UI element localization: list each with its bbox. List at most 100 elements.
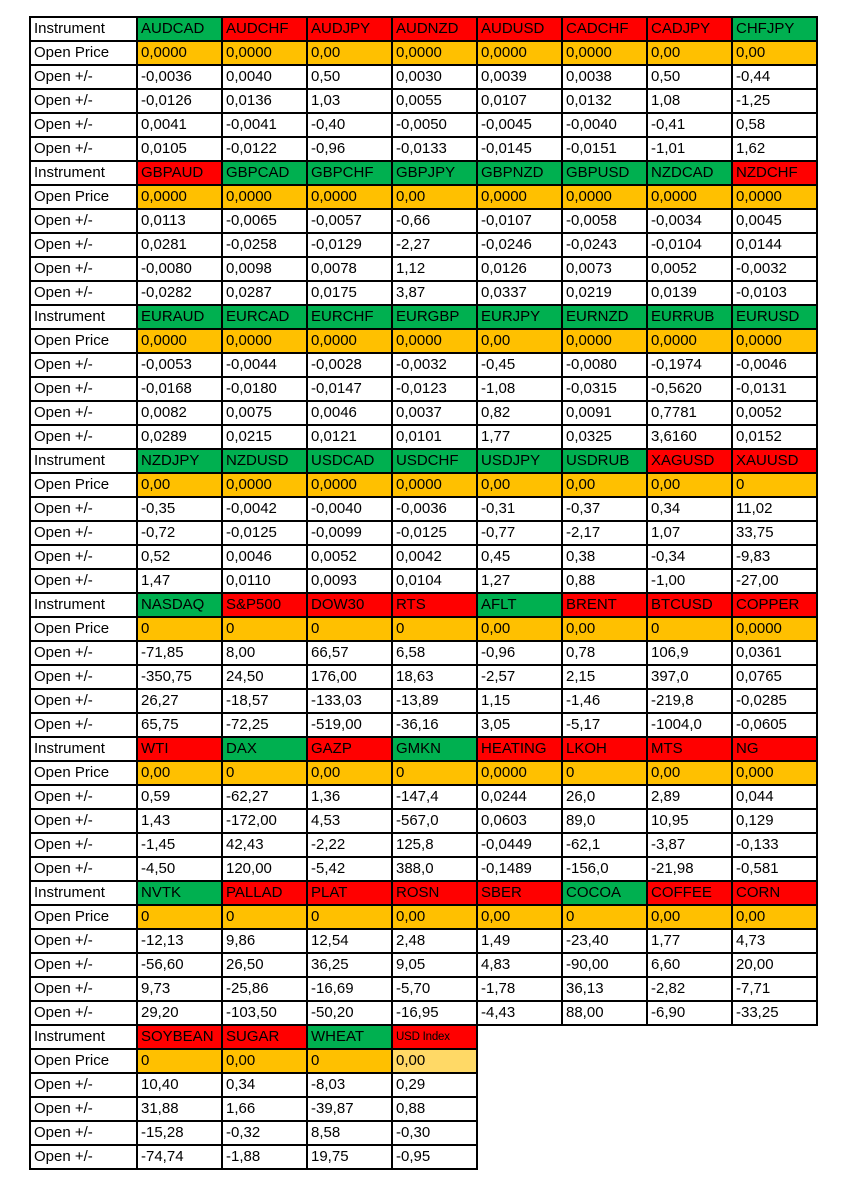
open-price-cell: 0: [731, 472, 818, 498]
open-delta-cell: 1,15: [476, 688, 563, 714]
open-delta-cell: 3,87: [391, 280, 478, 306]
instrument-ticker-cell: EURRUB: [646, 304, 733, 330]
open-delta-cell: -0,40: [306, 112, 393, 138]
instrument-ticker-cell: ROSN: [391, 880, 478, 906]
open-delta-cell: 0,0215: [221, 424, 308, 450]
instrument-ticker-cell: SOYBEAN: [136, 1024, 223, 1050]
open-delta-cell: 0,0098: [221, 256, 308, 282]
open-delta-cell: -1004,0: [646, 712, 733, 738]
open-delta-cell: -0,0058: [561, 208, 648, 234]
open-delta-cell: -2,17: [561, 520, 648, 546]
open-price-cell: 0,00: [646, 760, 733, 786]
open-delta-cell: 0,88: [561, 568, 648, 594]
open-delta-row: Open +/- 0,0041 -0,0041 -0,40 -0,0050 -0,0045…: [29, 112, 818, 138]
open-price-cell: 0,0000: [306, 328, 393, 354]
instrument-ticker-cell: AUDUSD: [476, 16, 563, 42]
open-price-cell: 0,0000: [731, 328, 818, 354]
open-delta-cell: 1,27: [476, 568, 563, 594]
open-delta-cell: 0,0113: [136, 208, 223, 234]
open-delta-cell: 0,0078: [306, 256, 393, 282]
open-delta-cell: -4,43: [476, 1000, 563, 1026]
open-delta-row: Open +/- 29,20 -103,50 -50,20 -16,95 -4,43 88,…: [29, 1000, 818, 1026]
open-delta-cell: 0,0110: [221, 568, 308, 594]
open-delta-cell: -519,00: [306, 712, 393, 738]
open-delta-cell: -5,42: [306, 856, 393, 882]
open-delta-cell: -0,0046: [731, 352, 818, 378]
open-delta-cell: 6,58: [391, 640, 478, 666]
open-price-cell: 0,00: [646, 472, 733, 498]
open-delta-row: Open +/- 10,40 0,34 -8,03 0,29: [29, 1072, 478, 1098]
open-delta-row-label: Open +/-: [29, 568, 138, 594]
open-delta-cell: 1,49: [476, 928, 563, 954]
instrument-block: Instrument EURAUD EURCAD EURCHF EURGBP EURJPY…: [29, 304, 818, 450]
instrument-ticker-cell: BRENT: [561, 592, 648, 618]
open-delta-row-label: Open +/-: [29, 256, 138, 282]
open-delta-cell: -567,0: [391, 808, 478, 834]
instrument-ticker-cell: EURAUD: [136, 304, 223, 330]
open-price-cell: 0,00: [561, 472, 648, 498]
open-delta-cell: -219,8: [646, 688, 733, 714]
open-delta-cell: -1,78: [476, 976, 563, 1002]
open-delta-cell: -2,57: [476, 664, 563, 690]
open-delta-row-label: Open +/-: [29, 688, 138, 714]
open-delta-cell: 10,95: [646, 808, 733, 834]
open-delta-row: Open +/- -74,74 -1,88 19,75 -0,95: [29, 1144, 478, 1170]
open-delta-cell: 0,0132: [561, 88, 648, 114]
open-delta-cell: 29,20: [136, 1000, 223, 1026]
open-delta-row-label: Open +/-: [29, 712, 138, 738]
open-delta-cell: -3,87: [646, 832, 733, 858]
open-delta-cell: -36,16: [391, 712, 478, 738]
open-delta-cell: 0,129: [731, 808, 818, 834]
open-delta-cell: -0,30: [391, 1120, 478, 1146]
open-price-cell: 0: [646, 616, 733, 642]
open-delta-cell: 3,6160: [646, 424, 733, 450]
open-delta-cell: 0,0052: [646, 256, 733, 282]
open-delta-cell: -0,1974: [646, 352, 733, 378]
open-delta-cell: 0,0041: [136, 112, 223, 138]
instrument-ticker-cell: DAX: [221, 736, 308, 762]
open-delta-cell: 26,27: [136, 688, 223, 714]
instrument-ticker-cell: SUGAR: [221, 1024, 308, 1050]
open-delta-row-label: Open +/-: [29, 208, 138, 234]
open-delta-row: Open +/- -71,85 8,00 66,57 6,58 -0,96 0,78 106,…: [29, 640, 818, 666]
instrument-header-row: Instrument GBPAUD GBPCAD GBPCHF GBPJPY GBPNZD…: [29, 160, 818, 186]
open-delta-cell: -0,35: [136, 496, 223, 522]
instrument-row-label: Instrument: [29, 880, 138, 906]
open-delta-cell: 0,82: [476, 400, 563, 426]
instrument-ticker-cell: EURUSD: [731, 304, 818, 330]
open-price-cell: 0,0000: [306, 184, 393, 210]
open-price-row: Open Price 0,0000 0,0000 0,0000 0,00 0,0000 0,…: [29, 184, 818, 210]
instrument-ticker-cell: USDRUB: [561, 448, 648, 474]
open-price-cell: 0: [561, 760, 648, 786]
open-delta-cell: -2,22: [306, 832, 393, 858]
open-price-cell: 0,0000: [731, 184, 818, 210]
open-delta-cell: 4,53: [306, 808, 393, 834]
instrument-ticker-cell: GBPJPY: [391, 160, 478, 186]
open-delta-cell: -0,0282: [136, 280, 223, 306]
instrument-ticker-cell: COCOA: [561, 880, 648, 906]
open-delta-row-label: Open +/-: [29, 856, 138, 882]
instrument-ticker-cell: NZDCHF: [731, 160, 818, 186]
open-delta-cell: 0,0281: [136, 232, 223, 258]
instrument-block: Instrument GBPAUD GBPCAD GBPCHF GBPJPY GBPNZD…: [29, 160, 818, 306]
open-delta-cell: 0,0055: [391, 88, 478, 114]
open-delta-cell: 2,48: [391, 928, 478, 954]
open-price-cell: 0: [306, 616, 393, 642]
open-delta-cell: -0,0036: [136, 64, 223, 90]
instrument-ticker-cell: EURGBP: [391, 304, 478, 330]
open-delta-cell: 1,43: [136, 808, 223, 834]
open-delta-cell: -5,70: [391, 976, 478, 1002]
open-delta-cell: -25,86: [221, 976, 308, 1002]
open-delta-cell: 0,50: [646, 64, 733, 90]
open-delta-cell: 0,0052: [306, 544, 393, 570]
open-delta-cell: 26,0: [561, 784, 648, 810]
open-price-cell: 0: [561, 904, 648, 930]
open-price-cell: 0,0000: [731, 616, 818, 642]
open-delta-cell: -0,0080: [561, 352, 648, 378]
open-delta-row-label: Open +/-: [29, 520, 138, 546]
open-delta-cell: -1,25: [731, 88, 818, 114]
open-delta-cell: -0,5620: [646, 376, 733, 402]
instrument-ticker-cell: CHFJPY: [731, 16, 818, 42]
open-delta-cell: -0,0107: [476, 208, 563, 234]
open-delta-row-label: Open +/-: [29, 808, 138, 834]
